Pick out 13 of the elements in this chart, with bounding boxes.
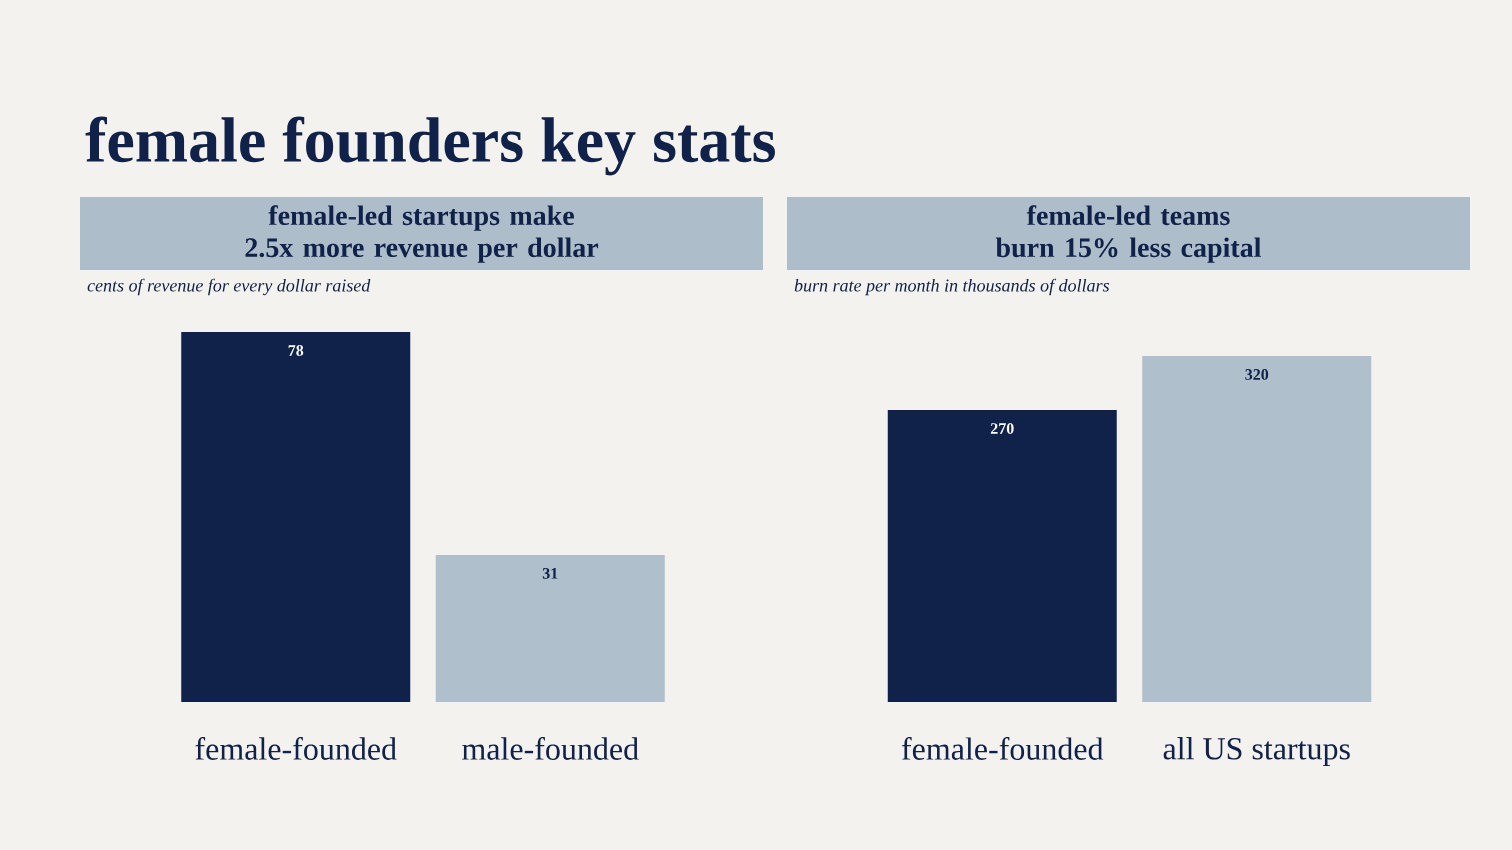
- data-label: 320: [1245, 369, 1269, 380]
- x-tick-label: male-founded: [462, 737, 639, 760]
- chart-subtitle: cents of revenue for every dollar raised: [87, 278, 371, 296]
- data-label: 270: [990, 423, 1014, 434]
- x-tick-label: female-founded: [195, 737, 397, 760]
- chart-title: female-led startups make 2.5x more revenue per dollar: [245, 205, 599, 263]
- data-label: 78: [288, 345, 304, 356]
- text: female founders key stats: [85, 116, 775, 176]
- chart-title: female-led teams burn 15% less capital: [995, 205, 1262, 263]
- x-tick-label: all US startups: [1163, 737, 1350, 767]
- x-tick-label: female-founded: [901, 737, 1104, 760]
- data-label: 31: [542, 568, 558, 579]
- chart-subtitle: burn rate per month in thousands of dollars: [794, 278, 1110, 296]
